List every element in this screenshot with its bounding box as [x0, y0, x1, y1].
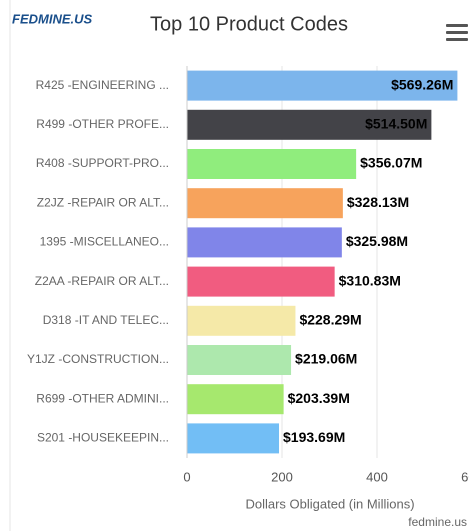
value-label: $328.13M [347, 194, 409, 210]
logo: FEDMINE.US [12, 11, 93, 26]
footer: fedmine.us [408, 515, 467, 529]
y-tick-label: D318 -IT AND TELEC... [43, 313, 169, 327]
bar [187, 266, 335, 297]
y-tick-label: R499 -OTHER PROFE... [36, 117, 169, 131]
menu-bar[interactable] [446, 38, 468, 41]
bar [187, 188, 343, 219]
y-tick-label: R699 -OTHER ADMINI... [36, 391, 169, 405]
value-label: $193.69M [283, 429, 345, 445]
bar [187, 305, 296, 336]
chart-title: Top 10 Product Codes [150, 13, 348, 35]
x-axis-title: Dollars Obligated (in Millions) [245, 496, 414, 511]
y-tick-label: Z2JZ -REPAIR OR ALT... [37, 195, 169, 209]
x-tick-label: 600 [461, 469, 469, 484]
bar [187, 227, 342, 258]
bar [187, 423, 280, 454]
y-tick-label: Z2AA -REPAIR OR ALT... [35, 274, 169, 288]
x-tick-label: 0 [183, 469, 190, 484]
value-label: $325.98M [346, 233, 408, 249]
y-tick-label: S201 -HOUSEKEEPIN... [37, 431, 169, 445]
bar [187, 149, 357, 179]
y-tick-label: Y1JZ -CONSTRUCTION... [27, 352, 169, 366]
value-label: $310.83M [339, 272, 401, 288]
y-tick-label: R408 -SUPPORT-PRO... [36, 156, 169, 170]
y-tick-label: R425 -ENGINEERING ... [36, 78, 169, 92]
value-label: $356.07M [360, 155, 422, 171]
value-label: $219.06M [295, 351, 357, 367]
x-tick-label: 200 [271, 469, 293, 484]
bar [187, 384, 284, 415]
bar [187, 109, 432, 140]
value-label: $203.39M [288, 390, 350, 406]
bar [187, 70, 458, 101]
menu-icon[interactable] [446, 24, 468, 41]
x-tick-label: 400 [366, 469, 388, 484]
value-label: $514.50M [365, 116, 427, 132]
value-label: $228.29M [299, 312, 361, 328]
bar [187, 345, 292, 375]
value-label: $569.26M [391, 76, 453, 92]
y-tick-label: 1395 -MISCELLANEO... [40, 235, 169, 249]
menu-bar[interactable] [446, 24, 468, 27]
menu-bar[interactable] [446, 31, 468, 34]
